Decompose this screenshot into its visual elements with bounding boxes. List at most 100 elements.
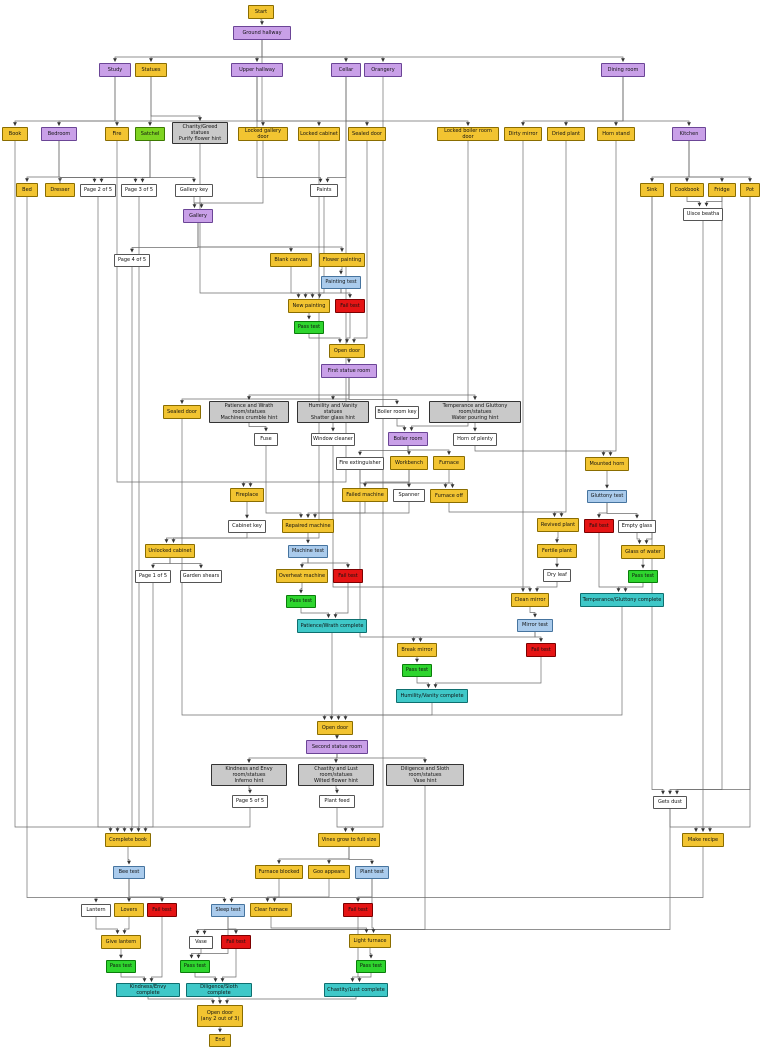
node-diligence-sloth-complete: Diligence/Sloth complete <box>186 983 252 997</box>
node-clean-mirror: Clean mirror <box>511 593 549 607</box>
node-mounted-horn: Mounted horn <box>585 457 629 471</box>
node-boiler-room-key: Boiler room key <box>375 405 419 419</box>
node-lantern: Lantern <box>81 903 111 917</box>
node-paints: Paints <box>310 183 338 197</box>
node-sealed-door-2: Sealed door <box>163 405 201 419</box>
node-painting-test: Painting test <box>321 275 361 289</box>
node-fire-extinguisher: Fire extinguisher <box>336 456 384 470</box>
node-second-statue-room: Second statue room <box>306 740 368 754</box>
node-dry-leaf: Dry leaf <box>543 568 571 582</box>
node-book: Book <box>2 127 28 141</box>
node-revived-plant: Revived plant <box>537 518 579 532</box>
node-end: End <box>209 1033 231 1047</box>
node-plant-test: Plant test <box>355 865 389 879</box>
node-chastity-lust: Chastity and Lust room/statues Wilted flo… <box>298 764 374 786</box>
node-patience-wrath: Patience and Wrath room/statues Machines … <box>209 401 289 423</box>
node-open-door-2: Open door <box>317 721 353 735</box>
node-pass-test-5: Pass test <box>106 959 136 973</box>
node-complete-book: Complete book <box>105 833 151 847</box>
node-bee-test: Bee test <box>113 865 145 879</box>
node-page1: Page 1 of 5 <box>135 569 171 583</box>
node-page4: Page 4 of 5 <box>114 253 150 267</box>
node-pass-test-2: Pass test <box>628 569 658 583</box>
node-give-lantern: Give lantern <box>101 935 141 949</box>
node-fuse: Fuse <box>254 432 278 446</box>
node-start: Start <box>248 5 274 19</box>
node-kindness-envy: Kindness and Envy room/statues Inferno hi… <box>211 764 287 786</box>
node-lovers: Lovers <box>114 903 144 917</box>
node-fail-test-3: Fail test <box>333 569 363 583</box>
node-pass-test-7: Pass test <box>356 959 386 973</box>
node-failed-machine: Failed machine <box>342 488 388 502</box>
node-unlocked-cabinet: Unlocked cabinet <box>145 544 195 558</box>
node-upper-hallway: Upper hallway <box>231 63 283 77</box>
node-charity-greed: Charity/Greed statues Purify flower hint <box>172 122 228 144</box>
node-fridge: Fridge <box>708 183 736 197</box>
node-fail-test-1: Fail test <box>335 299 365 313</box>
node-new-painting: New painting <box>288 299 330 313</box>
node-satchel: Satchel <box>135 127 165 141</box>
node-cellar: Cellar <box>331 63 361 77</box>
node-horn-of-plenty: Horn of plenty <box>453 432 497 446</box>
node-light-furnace: Light furnace <box>349 934 391 948</box>
node-dresser: Dresser <box>45 183 75 197</box>
node-gallery: Gallery <box>183 209 213 223</box>
node-machine-test: Machine test <box>288 544 328 558</box>
node-clear-furnace: Clear furnace <box>250 903 292 917</box>
node-temperance-gluttony: Temperance and Gluttony room/statues Wate… <box>429 401 521 423</box>
node-furnace: Furnace <box>433 456 465 470</box>
node-gallery-key: Gallery key <box>175 183 213 197</box>
node-ground-hallway: Ground hallway <box>233 26 291 40</box>
node-empty-glass: Empty glass <box>618 519 656 533</box>
node-break-mirror: Break mirror <box>397 643 437 657</box>
node-garden-shears: Garden shears <box>180 569 222 583</box>
node-sealed-door-1: Sealed door <box>348 127 386 141</box>
node-pass-test-4: Pass test <box>402 663 432 677</box>
node-patience-wrath-complete: Patience/Wrath complete <box>297 619 367 633</box>
node-pass-test-1: Pass test <box>294 320 324 334</box>
node-repaired-machine: Repaired machine <box>282 519 334 533</box>
node-bed: Bed <box>16 183 38 197</box>
node-dried-plant: Dried plant <box>547 127 585 141</box>
node-humility-vanity: Humility and Vanity statues Shatter glass… <box>297 401 369 423</box>
node-workbench: Workbench <box>390 456 428 470</box>
node-chastity-lust-complete: Chastity/Lust complete <box>324 983 388 997</box>
node-locked-gallery-door: Locked gallery door <box>238 127 288 141</box>
node-diligence-sloth: Diligence and Sloth room/statues Vase hin… <box>386 764 464 786</box>
node-kindness-envy-complete: Kindness/Envy complete <box>116 983 180 997</box>
node-make-recipe: Make recipe <box>682 833 724 847</box>
node-goo-appears: Goo appears <box>308 865 350 879</box>
node-page3: Page 3 of 5 <box>121 183 157 197</box>
node-gluttony-test: Gluttony test <box>587 489 627 503</box>
node-page5: Page 5 of 5 <box>232 794 268 808</box>
node-kitchen: Kitchen <box>672 127 706 141</box>
node-statues: Statues <box>135 63 167 77</box>
node-pass-test-3: Pass test <box>286 594 316 608</box>
node-open-door-3: Open door (any 2 out of 3) <box>197 1005 243 1027</box>
node-blank-canvas: Blank canvas <box>270 253 312 267</box>
node-locked-cabinet: Locked cabinet <box>298 127 340 141</box>
node-fire: Fire <box>105 127 129 141</box>
node-dining-room: Dining room <box>601 63 645 77</box>
node-first-statue-room: First statue room <box>321 364 377 378</box>
node-gets-dust: Gets dust <box>653 795 687 809</box>
node-sleep-test: Sleep test <box>211 903 245 917</box>
node-open-door-1: Open door <box>329 344 365 358</box>
node-fireplace: Fireplace <box>230 488 264 502</box>
node-furnace-blocked: Furnace blocked <box>255 865 303 879</box>
node-overheat-machine: Overheat machine <box>276 569 328 583</box>
node-page2: Page 2 of 5 <box>80 183 116 197</box>
node-window-cleaner: Window cleaner <box>311 432 355 446</box>
node-dirty-mirror: Dirty mirror <box>504 127 542 141</box>
node-bedroom: Bedroom <box>41 127 77 141</box>
node-fail-test-5: Fail test <box>147 903 177 917</box>
node-spanner: Spanner <box>393 488 425 502</box>
node-locked-boiler-door: Locked boiler room door <box>437 127 499 141</box>
node-temperance-gluttony-complete: Temperance/Gluttony complete <box>580 593 664 607</box>
node-glass-of-water: Glass of water <box>621 545 665 559</box>
node-cookbook: Cookbook <box>670 183 704 197</box>
node-humility-vanity-complete: Humility/Vanity complete <box>396 689 468 703</box>
node-fail-test-4: Fail test <box>526 643 556 657</box>
